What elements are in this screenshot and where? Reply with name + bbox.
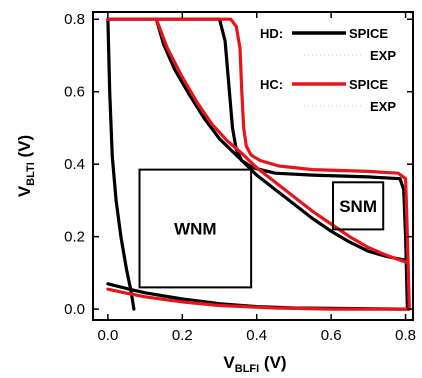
- y-tick-label: 0.8: [64, 11, 85, 28]
- legend-hc-exp-label: EXP: [370, 99, 396, 114]
- legend-group-hc-label: HC:: [260, 77, 283, 92]
- plot-frame: [92, 11, 414, 321]
- legend: HD: SPICE EXP HC: SPICE EXP: [260, 26, 396, 114]
- x-tick-label: 0.4: [246, 327, 267, 344]
- y-axis-label-sub: BLTI: [25, 162, 37, 186]
- x-axis: 0.0 0.2 0.4 0.6 0.8: [97, 12, 416, 344]
- series-line-hc-spice-b: [106, 17, 411, 311]
- annotation-label-wnm: WNM: [174, 220, 216, 239]
- series-line-hd-spice-d: [154, 17, 408, 262]
- annotation-label-snm: SNM: [339, 197, 377, 216]
- y-axis-label-unit: (V): [15, 135, 34, 162]
- x-tick-label: 0.6: [321, 327, 342, 344]
- x-axis-label-unit: (V): [259, 353, 286, 372]
- series-line-hc-spice-c: [154, 17, 408, 264]
- series-line-hd-spice-c: [106, 17, 409, 311]
- annotation-box-snm: [332, 181, 385, 231]
- x-axis-label-main: V: [223, 353, 235, 372]
- series-line-hd-spice-a: [106, 17, 136, 311]
- series-layer: [106, 17, 411, 311]
- legend-hc-spice-label: SPICE: [349, 77, 388, 92]
- annotation-layer: WNM SNM: [138, 168, 385, 289]
- x-tick-label: 0.0: [97, 327, 118, 344]
- annotation-box-wnm: [138, 168, 253, 289]
- legend-group-hd-label: HD:: [260, 26, 283, 41]
- x-axis-label: VBLFI (V): [223, 353, 286, 375]
- y-axis: 0.0 0.2 0.4 0.6 0.8: [64, 11, 413, 318]
- legend-hd-exp-label: EXP: [370, 48, 396, 63]
- series-line-hc-spice-a: [106, 287, 411, 311]
- x-tick-label: 0.2: [172, 327, 193, 344]
- legend-hd-spice-label: SPICE: [349, 26, 388, 41]
- y-tick-label: 0.6: [64, 84, 85, 101]
- y-tick-label: 0.4: [64, 156, 85, 173]
- x-axis-label-sub: BLFI: [235, 363, 259, 375]
- y-axis-label-main: V: [15, 185, 34, 197]
- y-tick-label: 0.0: [64, 301, 85, 318]
- y-tick-label: 0.2: [64, 229, 85, 246]
- y-axis-label: VBLTI (V): [15, 135, 37, 197]
- x-tick-label: 0.8: [395, 327, 416, 344]
